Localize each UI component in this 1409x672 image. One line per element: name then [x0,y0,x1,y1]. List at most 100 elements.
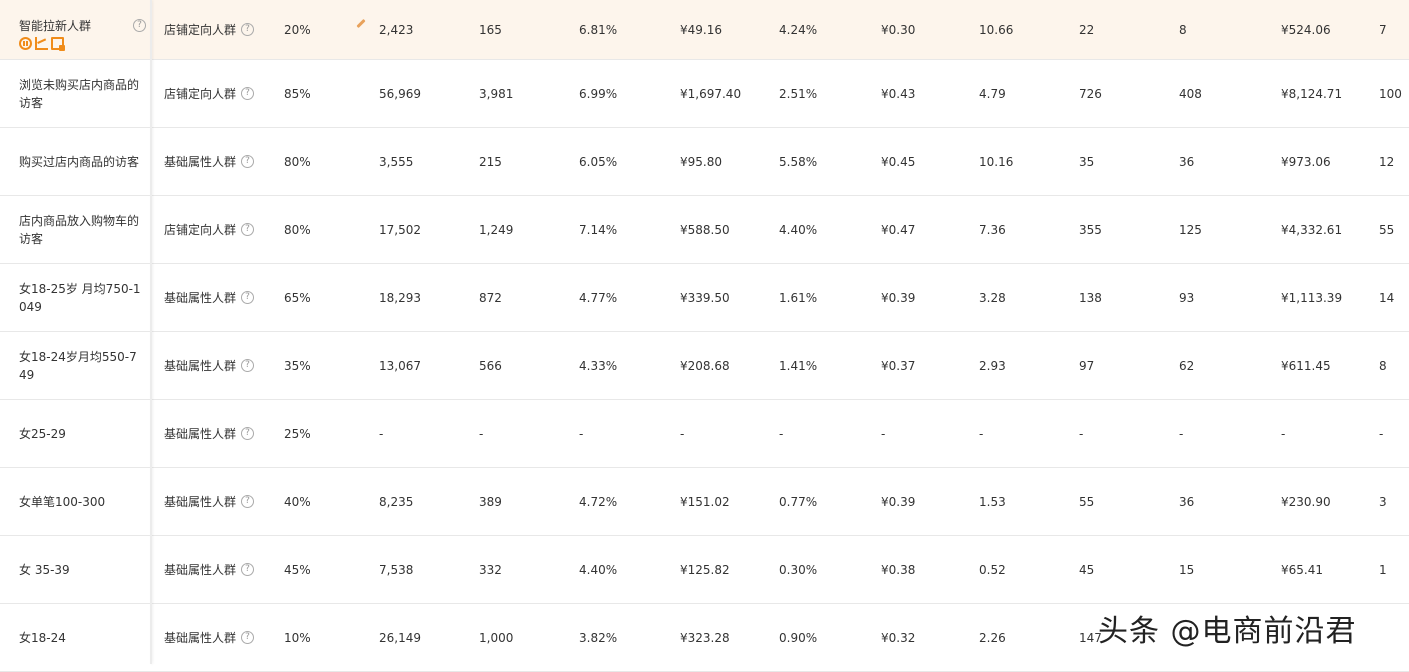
report-icon[interactable] [51,37,65,51]
crowd-name: 女18-25岁 月均750-1049 [19,281,141,314]
favorites-cell: 147 [1079,630,1102,645]
cart-cell: 8 [1179,22,1187,37]
crowd-type-cell: 店铺定向人群? [164,60,255,127]
question-icon[interactable]: ? [241,631,255,644]
sales-amount-cell: ¥230.90 [1281,494,1331,509]
premium-cell: 65% [284,290,311,305]
crowd-name: 女单笔100-300 [19,494,106,509]
premium-cell: 80% [284,154,311,169]
cost-cell: - [680,426,685,441]
crowd-name: 智能拉新人群 [19,19,92,33]
cost-cell: ¥339.50 [680,290,730,305]
cpc-cell: ¥0.43 [881,86,916,101]
crowd-actions [19,37,91,51]
crowd-type-cell: 店铺定向人群? [164,0,255,59]
cost-cell: ¥588.50 [680,222,730,237]
crowd-type-cell: 基础属性人群? [164,400,255,467]
crowd-name-cell: 女18-24 [0,604,150,671]
orders-cell: 14 [1379,290,1395,305]
question-icon[interactable]: ? [241,155,255,168]
table-row: 女单笔100-300 基础属性人群? 40% 8,235 389 4.72% ¥… [0,468,1409,536]
roi-cell: 2.93 [979,358,1006,373]
roi-cell: 10.16 [979,154,1014,169]
premium-cell: 20% [284,22,311,37]
roi-cell: 0.52 [979,562,1006,577]
crowd-name: 女18-24 [19,630,66,645]
clicks-cell: 1,000 [479,630,514,645]
cpc-cell: ¥0.47 [881,222,916,237]
table-row: 店内商品放入购物车的访客 店铺定向人群? 80% 17,502 1,249 7.… [0,196,1409,264]
edit-pencil-icon[interactable] [356,18,366,29]
sales-amount-cell: ¥65.41 [1281,562,1323,577]
clicks-cell: 1,249 [479,222,514,237]
table-row: 智能拉新人群 ? 店铺定向人群? 20% 2,423 165 6.81% ¥49… [0,0,1409,60]
question-icon[interactable]: ? [133,19,146,32]
sales-amount-cell: ¥973.06 [1281,154,1331,169]
ctr-cell: 4.72% [579,494,618,509]
premium-cell: 45% [284,562,311,577]
crowd-type-cell: 基础属性人群? [164,332,255,399]
cart-cell: 15 [1179,562,1195,577]
impressions-cell: 7,538 [379,562,414,577]
crowd-type-cell: 基础属性人群? [164,264,255,331]
crowd-name: 浏览未购买店内商品的访客 [19,77,140,110]
cpc-cell: ¥0.45 [881,154,916,169]
roi-cell: 10.66 [979,22,1014,37]
crowd-name-cell: 女 35-39 [0,536,150,603]
question-icon[interactable]: ? [241,427,255,440]
clicks-cell: 3,981 [479,86,514,101]
clicks-cell: 389 [479,494,502,509]
crowd-type: 基础属性人群 [164,630,237,645]
cpc-cell: ¥0.32 [881,630,916,645]
question-icon[interactable]: ? [241,563,255,576]
orders-cell: 12 [1379,154,1395,169]
favorites-cell: 35 [1079,154,1095,169]
pause-icon[interactable] [19,37,32,50]
cost-cell: ¥323.28 [680,630,730,645]
sales-amount-cell: - [1281,426,1286,441]
trend-chart-icon[interactable] [35,37,48,50]
impressions-cell: 3,555 [379,154,414,169]
ctr-cell: 3.82% [579,630,618,645]
orders-cell: 8 [1379,358,1387,373]
table-row: 女 35-39 基础属性人群? 45% 7,538 332 4.40% ¥125… [0,536,1409,604]
table-row: 购买过店内商品的访客 基础属性人群? 80% 3,555 215 6.05% ¥… [0,128,1409,196]
cart-cell: 93 [1179,290,1195,305]
crowd-type: 基础属性人群 [164,358,237,373]
conversion-rate-cell: 0.90% [779,630,818,645]
crowd-name: 女 35-39 [19,562,70,577]
cpc-cell: - [881,426,886,441]
ctr-cell: 4.33% [579,358,618,373]
premium-cell: 35% [284,358,311,373]
conversion-rate-cell: - [779,426,784,441]
clicks-cell: 872 [479,290,502,305]
table-row: 女18-25岁 月均750-1049 基础属性人群? 65% 18,293 87… [0,264,1409,332]
question-icon[interactable]: ? [241,359,255,372]
premium-cell: 85% [284,86,311,101]
impressions-cell: 26,149 [379,630,421,645]
crowd-type: 基础属性人群 [164,290,237,305]
crowd-name-cell: 女25-29 [0,400,150,467]
question-icon[interactable]: ? [241,223,255,236]
roi-cell: 1.53 [979,494,1006,509]
crowd-name: 女25-29 [19,426,66,441]
crowd-type-cell: 店铺定向人群? [164,196,255,263]
conversion-rate-cell: 0.77% [779,494,818,509]
table-row: 浏览未购买店内商品的访客 店铺定向人群? 85% 56,969 3,981 6.… [0,60,1409,128]
premium-cell: 40% [284,494,311,509]
crowd-type: 店铺定向人群 [164,222,237,237]
question-icon[interactable]: ? [241,23,255,36]
cost-cell: ¥95.80 [680,154,722,169]
crowd-type-cell: 基础属性人群? [164,536,255,603]
impressions-cell: 18,293 [379,290,421,305]
question-icon[interactable]: ? [241,291,255,304]
question-icon[interactable]: ? [241,495,255,508]
impressions-cell: 8,235 [379,494,414,509]
clicks-cell: 165 [479,22,502,37]
question-icon[interactable]: ? [241,87,255,100]
cart-cell: - [1179,426,1184,441]
cost-cell: ¥151.02 [680,494,730,509]
favorites-cell: 22 [1079,22,1095,37]
table-row: 女25-29 基础属性人群? 25% - - - - - - - - - - - [0,400,1409,468]
clicks-cell: 332 [479,562,502,577]
